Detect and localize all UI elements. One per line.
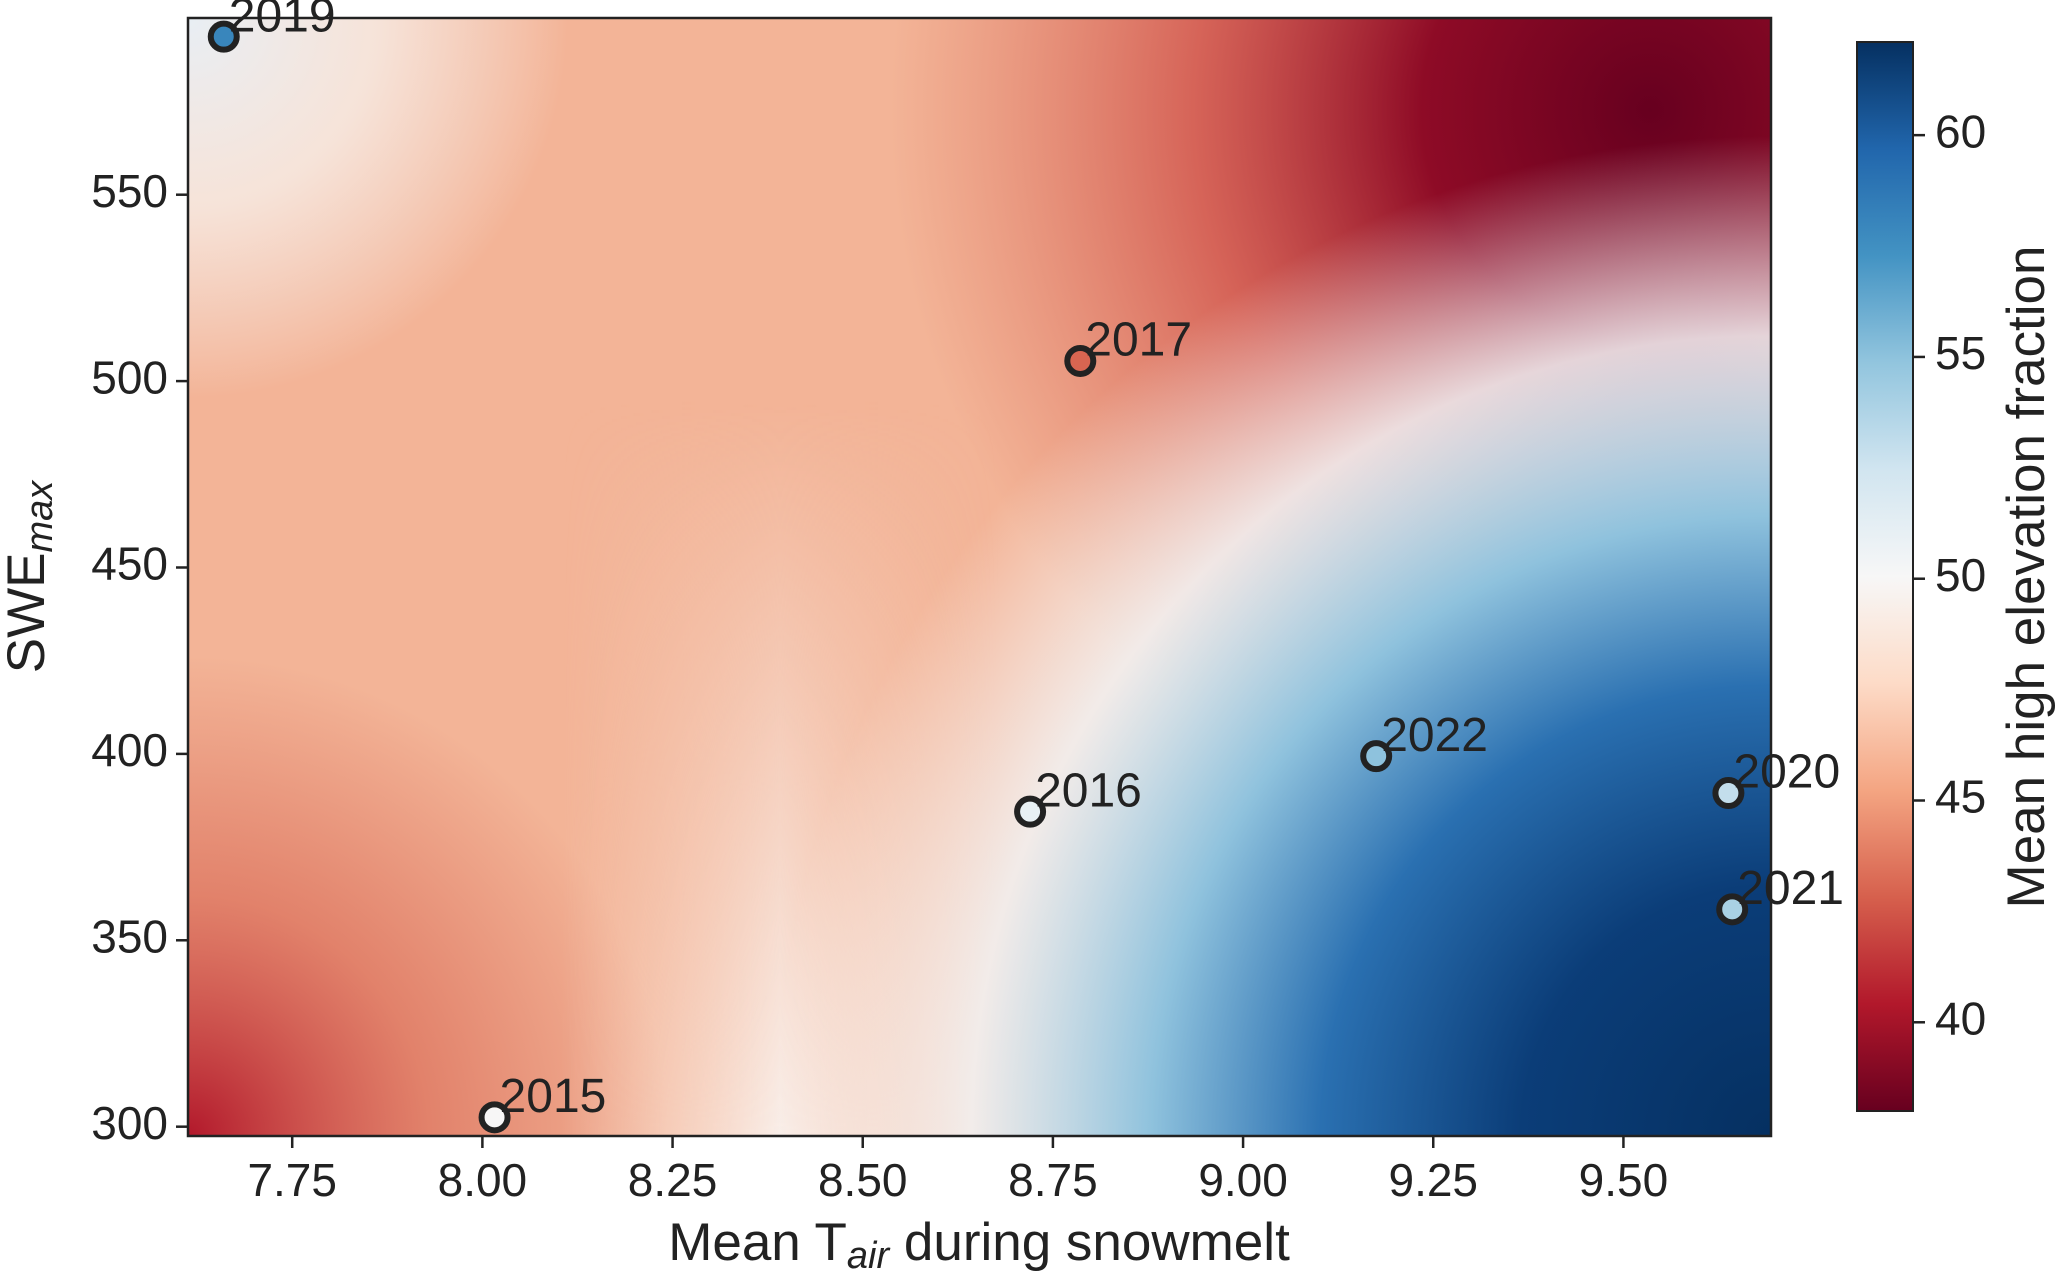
x-tick-label: 9.50 [1579,1154,1669,1206]
x-tick-label: 8.50 [818,1154,908,1206]
y-tick-label: 300 [91,1097,168,1149]
point [1064,344,1097,377]
x-tick-label: 9.00 [1198,1154,1288,1206]
x-tick-label: 7.75 [247,1154,337,1206]
y-tick-label: 450 [91,538,168,590]
y-tick-label: 500 [91,351,168,403]
x-tick-label: 8.75 [1008,1154,1098,1206]
point [478,1101,511,1134]
point [1716,893,1749,926]
x-tick-label: 8.00 [438,1154,528,1206]
point-label: 2017 [1085,314,1192,367]
point-label: 2016 [1035,764,1142,817]
y-tick-label: 550 [91,165,168,217]
y-tick-label: 350 [91,910,168,962]
point [1360,740,1393,773]
colorbar-tick-label: 60 [1935,105,1986,157]
colorbar-tick-label: 40 [1935,992,1986,1044]
plot-frame [186,16,1773,1138]
y-tick-label: 400 [91,724,168,776]
colorbar [1856,41,1914,1112]
x-axis-label: Mean Tair during snowmelt [668,1213,1290,1277]
point-label: 2015 [500,1070,607,1123]
y-axis-label: SWEmax [0,479,61,674]
point-label: 2022 [1381,709,1488,762]
point [1014,795,1047,828]
point-label: 2020 [1733,746,1840,799]
point-label: 2019 [229,0,336,42]
colorbar-tick-label: 50 [1935,549,1986,601]
point [207,20,240,53]
x-tick-label: 9.25 [1388,1154,1478,1206]
colorbar-tick-label: 45 [1935,771,1986,823]
colorbar-tick-label: 55 [1935,327,1986,379]
colorbar-label: Mean high elevation fraction [1997,246,2056,909]
heatmap-background [188,18,1771,1136]
point-label: 2021 [1737,862,1844,915]
x-tick-label: 8.25 [628,1154,718,1206]
point [1712,777,1745,810]
